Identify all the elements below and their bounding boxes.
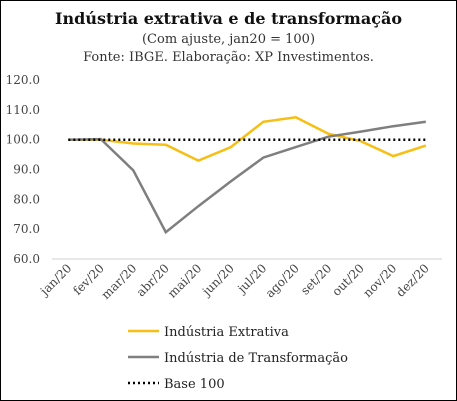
- y-tick-label: 80.0: [13, 192, 40, 206]
- y-tick-label: 100.0: [6, 133, 40, 147]
- x-tick-label: dez/20: [393, 261, 431, 299]
- series-line-industria-de-transformacao: [68, 120, 426, 235]
- x-tick-label: jun/20: [198, 261, 237, 300]
- legend-label: Indústria Extrativa: [164, 325, 289, 340]
- x-tick-label: mar/20: [99, 261, 140, 302]
- y-tick-label: 120.0: [6, 73, 40, 87]
- chart-title: Indústria extrativa e de transformação: [55, 9, 402, 28]
- y-tick-label: 70.0: [13, 222, 40, 236]
- series-line-industria-extrativa: [68, 116, 427, 162]
- y-tick-label: 90.0: [13, 163, 40, 177]
- x-tick-label: set/20: [298, 261, 334, 297]
- x-axis-ticks: jan/20fev/20mar/20abr/20mai/20jun/20jul/…: [36, 261, 432, 302]
- chart-source: Fonte: IBGE. Elaboração: XP Investimento…: [83, 50, 374, 65]
- legend: Indústria Extrativa Indústria de Transfor…: [128, 325, 348, 392]
- x-tick-label: out/20: [329, 261, 367, 299]
- x-tick-label: ago/20: [263, 261, 302, 300]
- chart-subtitle: (Com ajuste, jan20 = 100): [141, 32, 316, 47]
- x-tick-label: jan/20: [36, 261, 74, 299]
- legend-label: Base 100: [164, 377, 225, 392]
- x-tick-label: mai/20: [165, 261, 204, 300]
- y-tick-label: 110.0: [6, 103, 40, 117]
- x-tick-label: nov/20: [360, 261, 399, 300]
- y-axis-ticks: 60.0 70.0 80.0 90.0 100.0 110.0 120.0: [6, 73, 40, 266]
- series-lines: [68, 116, 427, 235]
- x-tick-label: abr/20: [134, 261, 172, 299]
- y-tick-label: 60.0: [13, 252, 40, 266]
- legend-label: Indústria de Transformação: [164, 351, 348, 366]
